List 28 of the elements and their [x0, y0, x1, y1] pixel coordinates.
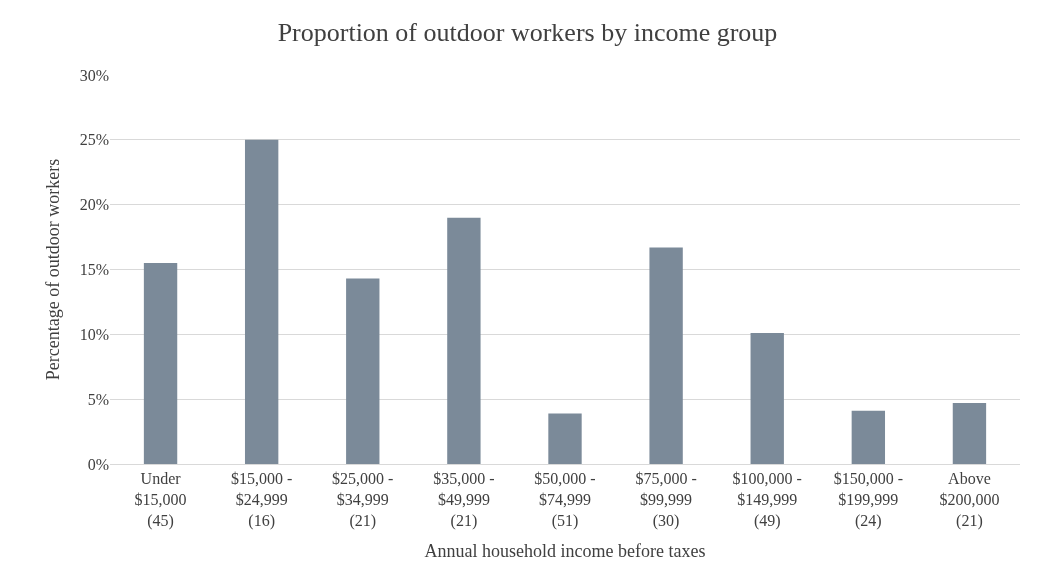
x-axis-title: Annual household income before taxes: [424, 540, 706, 561]
y-tick-label: 5%: [87, 390, 109, 408]
x-tick-label: $150,000 - $199,999 (24): [833, 470, 903, 530]
x-tick-label: $35,000 - $49,999 (21): [433, 470, 495, 530]
x-tick-label: Above $200,000 (21): [939, 470, 1000, 530]
bar: [851, 410, 886, 464]
bar: [649, 247, 683, 464]
x-tick-label: $25,000 - $34,999 (21): [332, 470, 394, 530]
y-tick-label: 10%: [79, 325, 109, 343]
bar: [952, 403, 987, 464]
y-axis-title: Percentage of outdoor workers: [42, 158, 63, 381]
x-tick-label: $100,000 - $149,999 (49): [732, 470, 802, 530]
bar: [346, 278, 380, 464]
x-tick-label: $50,000 - $74,999 (51): [534, 470, 596, 530]
y-tick-label: 15%: [79, 261, 109, 279]
x-tick-label: $75,000 - $99,999 (30): [635, 470, 697, 530]
x-tick-label: $15,000 - $24,999 (16): [231, 470, 293, 530]
bar: [143, 263, 178, 464]
bar: [447, 217, 481, 464]
bar: [548, 413, 582, 464]
y-tick-label: 25%: [79, 131, 109, 149]
y-tick-label: 30%: [79, 66, 109, 84]
bar: [244, 139, 279, 464]
x-tick-label: Under $15,000 (45): [134, 470, 187, 530]
y-tick-label: 0%: [87, 455, 109, 473]
chart-title: Proportion of outdoor workers by income group: [277, 17, 778, 47]
y-tick-label: 20%: [79, 196, 109, 214]
bar: [750, 333, 784, 464]
